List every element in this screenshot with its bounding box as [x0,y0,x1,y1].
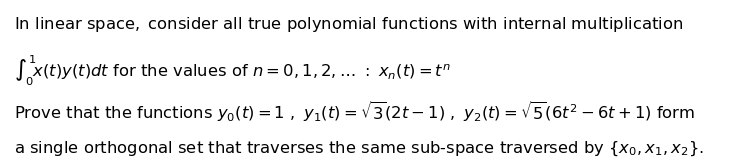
Text: $\mathrm{a\ single\ orthogonal\ set\ that\ traverses\ the\ same\ sub\text{-}spac: $\mathrm{a\ single\ orthogonal\ set\ tha… [14,140,704,158]
Text: $\mathrm{Prove\ that\ the\ functions}\ y_0(t)=1\ ,\ y_1(t)=\sqrt{3}(2t-1)\ ,\ y_: $\mathrm{Prove\ that\ the\ functions}\ y… [14,99,695,124]
Text: $\int_0^1\! x(t)y(t)dt\ \mathrm{for\ the\ values\ of}\ n=0,1,2,\ldots\ :\ x_n(t): $\int_0^1\! x(t)y(t)dt\ \mathrm{for\ the… [14,53,451,88]
Text: $\mathrm{In\ linear\ space,\ consider\ all\ true\ polynomial\ functions\ with\ i: $\mathrm{In\ linear\ space,\ consider\ a… [14,15,683,34]
